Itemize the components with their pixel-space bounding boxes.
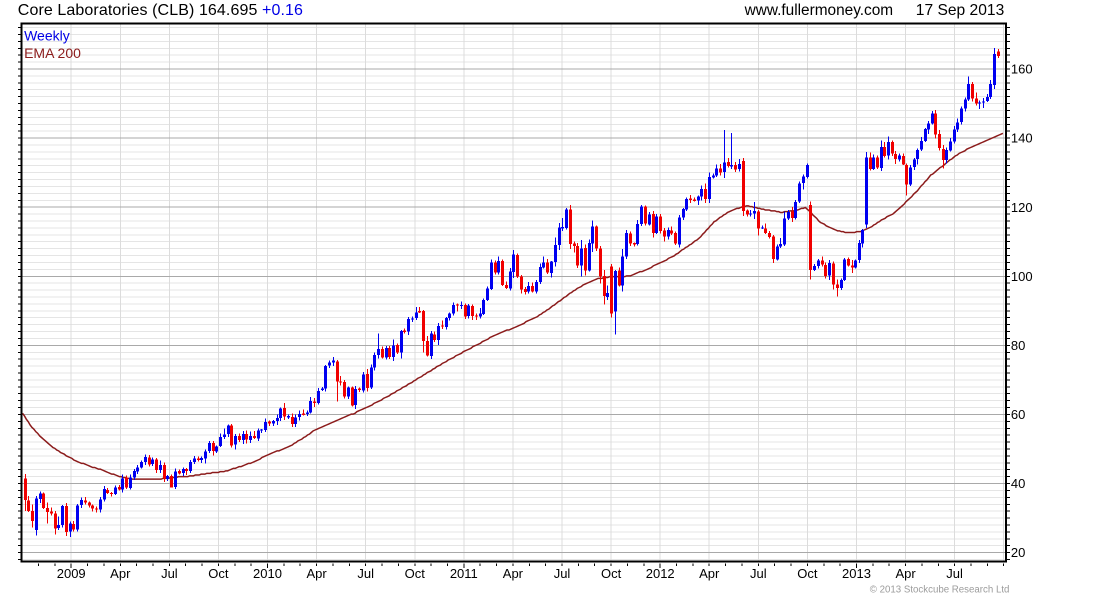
svg-text:Jul: Jul bbox=[946, 566, 963, 581]
svg-text:2010: 2010 bbox=[253, 566, 282, 581]
svg-text:Apr: Apr bbox=[306, 566, 327, 581]
svg-text:140: 140 bbox=[1011, 131, 1033, 146]
svg-text:60: 60 bbox=[1011, 407, 1025, 422]
svg-text:Apr: Apr bbox=[110, 566, 131, 581]
svg-text:Core Laboratories (CLB) 164.69: Core Laboratories (CLB) 164.695 +0.16 bbox=[18, 2, 303, 19]
svg-text:Oct: Oct bbox=[797, 566, 818, 581]
svg-text:Oct: Oct bbox=[405, 566, 426, 581]
svg-text:Apr: Apr bbox=[699, 566, 720, 581]
svg-text:Apr: Apr bbox=[503, 566, 524, 581]
svg-text:2013: 2013 bbox=[842, 566, 871, 581]
svg-text:2009: 2009 bbox=[57, 566, 86, 581]
svg-text:2012: 2012 bbox=[646, 566, 675, 581]
svg-text:Oct: Oct bbox=[208, 566, 229, 581]
svg-text:Jul: Jul bbox=[554, 566, 571, 581]
svg-text:Jul: Jul bbox=[357, 566, 374, 581]
svg-text:100: 100 bbox=[1011, 269, 1033, 284]
svg-text:80: 80 bbox=[1011, 338, 1025, 353]
svg-text:2011: 2011 bbox=[450, 566, 478, 581]
svg-text:© 2013 Stockcube Research Ltd: © 2013 Stockcube Research Ltd bbox=[870, 585, 1010, 596]
svg-text:www.fullermoney.com: www.fullermoney.com bbox=[744, 2, 894, 19]
svg-text:EMA 200: EMA 200 bbox=[24, 45, 81, 61]
svg-text:40: 40 bbox=[1011, 476, 1025, 491]
svg-text:Weekly: Weekly bbox=[24, 28, 70, 44]
svg-text:Jul: Jul bbox=[750, 566, 767, 581]
svg-text:17 Sep 2013: 17 Sep 2013 bbox=[916, 2, 1004, 19]
svg-text:20: 20 bbox=[1011, 545, 1025, 560]
svg-text:Apr: Apr bbox=[895, 566, 916, 581]
svg-text:Oct: Oct bbox=[601, 566, 622, 581]
svg-text:Jul: Jul bbox=[161, 566, 178, 581]
svg-text:120: 120 bbox=[1011, 200, 1033, 215]
svg-text:160: 160 bbox=[1011, 62, 1033, 77]
